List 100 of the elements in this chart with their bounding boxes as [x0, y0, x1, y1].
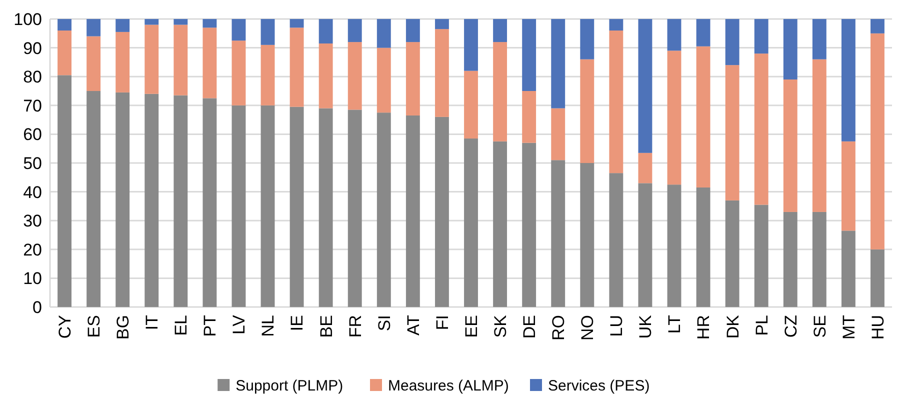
x-tick-label: LU [607, 315, 626, 337]
bar [696, 19, 710, 46]
bar [870, 19, 884, 34]
bar [406, 19, 420, 42]
bar [232, 105, 246, 307]
x-tick-label: PL [752, 315, 772, 336]
x-tick-label: LT [665, 315, 684, 334]
y-tick-label: 100 [14, 10, 42, 29]
legend-label: Support (PLMP) [236, 377, 344, 394]
x-tick-label: RO [549, 315, 568, 340]
bar [551, 108, 566, 160]
bar [318, 19, 333, 44]
x-tick-label: DE [520, 315, 540, 339]
bar [260, 19, 275, 45]
bar [86, 91, 101, 307]
x-tick-label: SK [490, 314, 510, 338]
bar [116, 32, 130, 92]
bar [522, 91, 536, 143]
bar [493, 19, 508, 42]
y-tick-label: 20 [23, 240, 42, 260]
x-tick-label: HU [868, 315, 888, 340]
y-tick-label: 70 [23, 96, 42, 116]
bar [260, 44, 275, 106]
x-tick-label: EL [172, 315, 191, 336]
bar [144, 19, 159, 25]
bar [725, 200, 740, 307]
x-tick-label: IE [288, 315, 307, 332]
bar [667, 19, 682, 51]
bar [58, 75, 72, 307]
bar [522, 142, 536, 307]
bar [696, 187, 710, 307]
bar [376, 19, 391, 48]
bar [609, 30, 624, 174]
bar [202, 19, 217, 28]
y-tick-label: 0 [32, 298, 42, 317]
x-tick-label: ES [84, 315, 104, 338]
bar [406, 42, 420, 116]
bar [580, 19, 594, 60]
bar [551, 19, 566, 108]
y-tick-label: 40 [23, 182, 42, 202]
x-tick-label: DK [723, 314, 742, 339]
x-tick-label: BG [114, 315, 133, 340]
bar [58, 30, 72, 76]
bar [376, 112, 391, 307]
x-tick-label: CY [55, 315, 74, 339]
bar [348, 110, 362, 307]
bar [725, 19, 740, 66]
bar [144, 94, 159, 307]
bar [86, 19, 101, 36]
x-tick-label: FI [432, 315, 452, 330]
bar [434, 29, 449, 117]
bar [667, 50, 682, 185]
x-tick-label: BE [316, 315, 336, 338]
bar [232, 19, 246, 41]
bar [232, 40, 246, 106]
bar [348, 19, 362, 42]
x-tick-label: SI [374, 315, 394, 332]
bar [783, 79, 798, 212]
bar [434, 116, 449, 307]
bar [580, 59, 594, 163]
bar [318, 43, 333, 108]
y-tick-label: 90 [23, 38, 42, 58]
bar [522, 19, 536, 91]
x-tick-label: HR [694, 315, 714, 340]
bar [260, 105, 275, 307]
bar [376, 48, 391, 113]
bar [870, 249, 884, 307]
bar [116, 92, 130, 307]
bar [783, 19, 798, 80]
bar [406, 115, 420, 307]
bar [812, 212, 826, 307]
bar [290, 19, 304, 28]
bar [638, 152, 652, 184]
y-tick-label: 10 [23, 269, 42, 288]
bar [812, 59, 826, 212]
x-tick-label: NL [258, 315, 278, 337]
bar [841, 19, 856, 142]
x-tick-label: NO [578, 315, 598, 340]
bar [348, 42, 362, 110]
bar [174, 19, 188, 25]
bar [318, 108, 333, 307]
bar [290, 106, 304, 307]
bar [464, 19, 478, 71]
x-tick-label: SE [810, 315, 830, 338]
legend-label: Services (PES) [548, 377, 650, 394]
x-tick-label: LV [230, 314, 249, 335]
x-tick-label: PT [200, 315, 220, 337]
bar [116, 19, 130, 32]
bar [493, 141, 508, 307]
bar [290, 28, 304, 107]
bar [754, 204, 768, 307]
bar [144, 24, 159, 94]
x-tick-label: CZ [781, 315, 800, 338]
x-tick-label: EE [462, 315, 481, 338]
x-tick-label: IT [142, 315, 162, 330]
bar [551, 160, 566, 307]
x-tick-label: MT [839, 315, 858, 340]
bar [754, 19, 768, 54]
bar [464, 138, 478, 307]
bar [609, 19, 624, 31]
